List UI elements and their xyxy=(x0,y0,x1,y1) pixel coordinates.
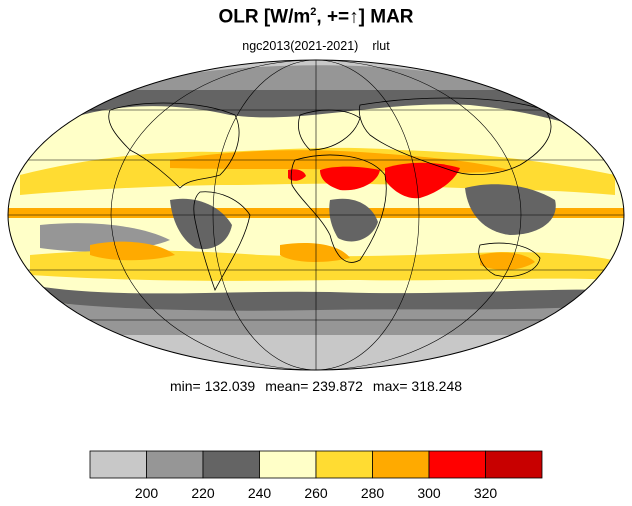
colorbar-box-1 xyxy=(146,450,204,479)
australia-coast xyxy=(478,242,541,277)
colorbar-tick-label: 320 xyxy=(474,485,498,501)
colorbar-box-5 xyxy=(372,450,430,479)
south-subtropic-orange-1 xyxy=(90,241,175,261)
colorbar-tick-label: 200 xyxy=(135,485,159,501)
libya-red xyxy=(288,169,306,181)
max-value: max= 318.248 xyxy=(372,378,463,394)
stats-line: min= 132.039 mean= 239.872 max= 318.248 xyxy=(0,378,632,394)
plot-subtitle: ngc2013(2021-2021) rlut xyxy=(0,39,632,53)
australia-orange xyxy=(480,252,535,270)
south-america-coast xyxy=(193,191,251,291)
colorbar-box-4 xyxy=(315,450,373,479)
colorbar-tick-label: 260 xyxy=(304,485,328,501)
arabia-red xyxy=(385,162,460,199)
africa-dark xyxy=(329,198,378,242)
asia-coast xyxy=(358,97,552,175)
europe-coast xyxy=(298,109,361,151)
north-america-coast xyxy=(108,102,240,189)
colorbar-tick-label: 280 xyxy=(361,485,385,501)
sahara-red xyxy=(320,166,380,191)
mean-value: mean= 239.872 xyxy=(265,378,363,394)
colorbar-box-7 xyxy=(485,450,543,479)
colorbar-tick-label: 220 xyxy=(191,485,215,501)
amazon-dark xyxy=(170,198,232,250)
plot-title: OLR [W/m2, +=↑] MAR xyxy=(218,6,414,28)
south-subtropic-orange-2 xyxy=(280,242,350,262)
colorbar-tick-label: 300 xyxy=(417,485,441,501)
colorbar-tick-label: 240 xyxy=(248,485,272,501)
colorbar-box-3 xyxy=(259,450,317,479)
north-subtropic-orange xyxy=(20,147,615,195)
min-value: min= 132.039 xyxy=(169,378,256,394)
coastlines xyxy=(108,97,552,291)
globe-outline xyxy=(7,59,625,371)
africa-coast xyxy=(290,154,387,263)
variable-label: rlut xyxy=(372,39,390,53)
colorbar-boxes xyxy=(89,450,543,479)
olr-map xyxy=(7,59,625,371)
graticule xyxy=(8,60,624,370)
colorbar-box-2 xyxy=(202,450,260,479)
maritime-dark xyxy=(465,184,556,235)
south-dark-band xyxy=(30,285,610,311)
colorbar-box-0 xyxy=(89,450,147,479)
south-subtropic-warm xyxy=(30,250,620,281)
dataset-label: ngc2013(2021-2021) xyxy=(242,39,359,53)
colorbar-labels: 200 220 240 260 280 300 320 xyxy=(135,485,498,501)
north-light-band xyxy=(180,60,450,75)
colorbar-box-6 xyxy=(428,450,486,479)
